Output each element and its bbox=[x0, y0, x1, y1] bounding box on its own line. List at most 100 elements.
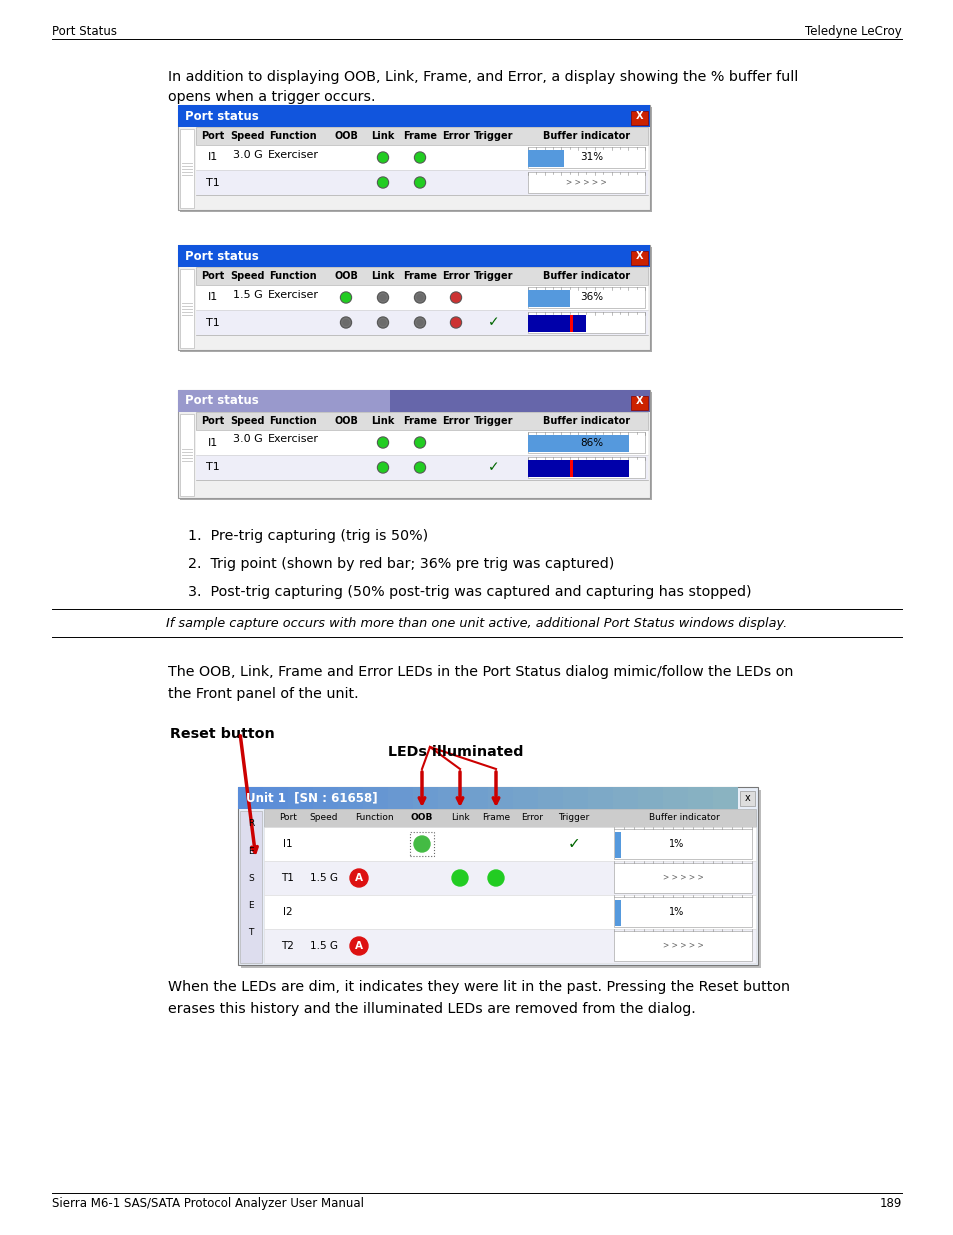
Text: Function: Function bbox=[269, 131, 316, 141]
Circle shape bbox=[341, 317, 350, 327]
Text: 1%: 1% bbox=[668, 906, 683, 918]
Bar bbox=[527, 457, 644, 478]
Text: Error: Error bbox=[441, 131, 470, 141]
Bar bbox=[388, 787, 413, 809]
Bar bbox=[410, 832, 434, 856]
Bar bbox=[178, 390, 390, 412]
Bar bbox=[638, 787, 662, 809]
Text: Exerciser: Exerciser bbox=[267, 435, 318, 445]
Bar bbox=[263, 787, 288, 809]
Text: I1: I1 bbox=[283, 839, 293, 848]
Text: T: T bbox=[248, 929, 253, 937]
Text: Speed: Speed bbox=[231, 131, 265, 141]
Text: Function: Function bbox=[355, 814, 393, 823]
Bar bbox=[462, 787, 488, 809]
Circle shape bbox=[414, 437, 425, 448]
Text: 189: 189 bbox=[879, 1197, 901, 1210]
Bar bbox=[178, 245, 649, 267]
Text: Speed: Speed bbox=[231, 416, 265, 426]
Bar bbox=[527, 149, 563, 167]
Bar bbox=[178, 390, 649, 498]
Bar bbox=[527, 287, 644, 308]
Bar bbox=[178, 105, 649, 127]
Text: Buffer indicator: Buffer indicator bbox=[542, 416, 629, 426]
Text: 2.  Trig point (shown by red bar; 36% pre trig was captured): 2. Trig point (shown by red bar; 36% pre… bbox=[188, 557, 614, 571]
Bar bbox=[630, 396, 647, 410]
Text: OOB: OOB bbox=[334, 131, 357, 141]
Bar bbox=[264, 809, 755, 827]
Bar bbox=[180, 247, 651, 352]
Bar bbox=[687, 787, 712, 809]
Bar bbox=[264, 861, 755, 895]
Text: 36%: 36% bbox=[580, 293, 603, 303]
Bar bbox=[195, 127, 647, 144]
Text: Buffer indicator: Buffer indicator bbox=[542, 131, 629, 141]
Bar bbox=[614, 829, 751, 860]
Text: I1: I1 bbox=[208, 437, 218, 447]
Bar bbox=[363, 787, 388, 809]
Text: Function: Function bbox=[269, 270, 316, 282]
Text: ✓: ✓ bbox=[567, 836, 579, 851]
Circle shape bbox=[414, 177, 425, 188]
Text: E: E bbox=[248, 902, 253, 910]
Text: Port: Port bbox=[201, 270, 224, 282]
Bar bbox=[527, 315, 586, 332]
Text: Link: Link bbox=[371, 131, 395, 141]
Text: OOB: OOB bbox=[411, 814, 433, 823]
Circle shape bbox=[416, 153, 424, 162]
Bar bbox=[615, 900, 619, 926]
Circle shape bbox=[414, 152, 425, 163]
Bar bbox=[178, 245, 649, 350]
Text: Port status: Port status bbox=[185, 249, 258, 263]
Text: Unit 1  [SN : 61658]: Unit 1 [SN : 61658] bbox=[246, 792, 377, 804]
Text: 3.0 G: 3.0 G bbox=[233, 435, 263, 445]
Text: 3.0 G: 3.0 G bbox=[233, 149, 263, 159]
Text: Exerciser: Exerciser bbox=[267, 149, 318, 159]
Bar bbox=[180, 128, 193, 207]
Circle shape bbox=[378, 463, 387, 472]
Bar bbox=[527, 432, 644, 453]
Bar bbox=[527, 312, 644, 333]
Circle shape bbox=[378, 178, 387, 186]
Text: T1: T1 bbox=[206, 462, 219, 473]
Bar bbox=[712, 787, 738, 809]
Circle shape bbox=[340, 291, 351, 303]
Bar bbox=[195, 144, 647, 170]
Circle shape bbox=[350, 869, 368, 887]
Circle shape bbox=[378, 438, 387, 447]
Bar bbox=[337, 787, 363, 809]
Circle shape bbox=[450, 291, 461, 303]
Bar bbox=[614, 863, 751, 893]
Text: Frame: Frame bbox=[402, 270, 436, 282]
Text: 86%: 86% bbox=[580, 437, 603, 447]
Bar bbox=[615, 832, 619, 858]
Text: Port status: Port status bbox=[185, 110, 258, 122]
Bar bbox=[240, 811, 262, 963]
Circle shape bbox=[488, 869, 503, 885]
Circle shape bbox=[414, 836, 430, 852]
Text: Error: Error bbox=[441, 270, 470, 282]
Circle shape bbox=[416, 438, 424, 447]
Text: LEDs illuminated: LEDs illuminated bbox=[388, 745, 523, 760]
Text: T2: T2 bbox=[281, 941, 294, 951]
Bar bbox=[195, 310, 647, 335]
Circle shape bbox=[451, 293, 460, 303]
Bar bbox=[195, 285, 647, 310]
Text: I1: I1 bbox=[208, 293, 218, 303]
Text: Link: Link bbox=[371, 416, 395, 426]
Text: Port: Port bbox=[201, 131, 224, 141]
Circle shape bbox=[414, 462, 425, 473]
Bar bbox=[614, 897, 751, 927]
Bar bbox=[237, 787, 263, 809]
Text: 1.5 G: 1.5 G bbox=[310, 941, 337, 951]
Text: R: R bbox=[248, 820, 253, 829]
Circle shape bbox=[416, 293, 424, 303]
Bar bbox=[527, 290, 570, 308]
Text: I2: I2 bbox=[283, 906, 293, 918]
Bar bbox=[570, 459, 573, 477]
Text: 1%: 1% bbox=[668, 839, 683, 848]
Bar bbox=[527, 459, 628, 477]
Text: Link: Link bbox=[450, 814, 469, 823]
Text: Port: Port bbox=[201, 416, 224, 426]
Bar bbox=[241, 790, 760, 968]
